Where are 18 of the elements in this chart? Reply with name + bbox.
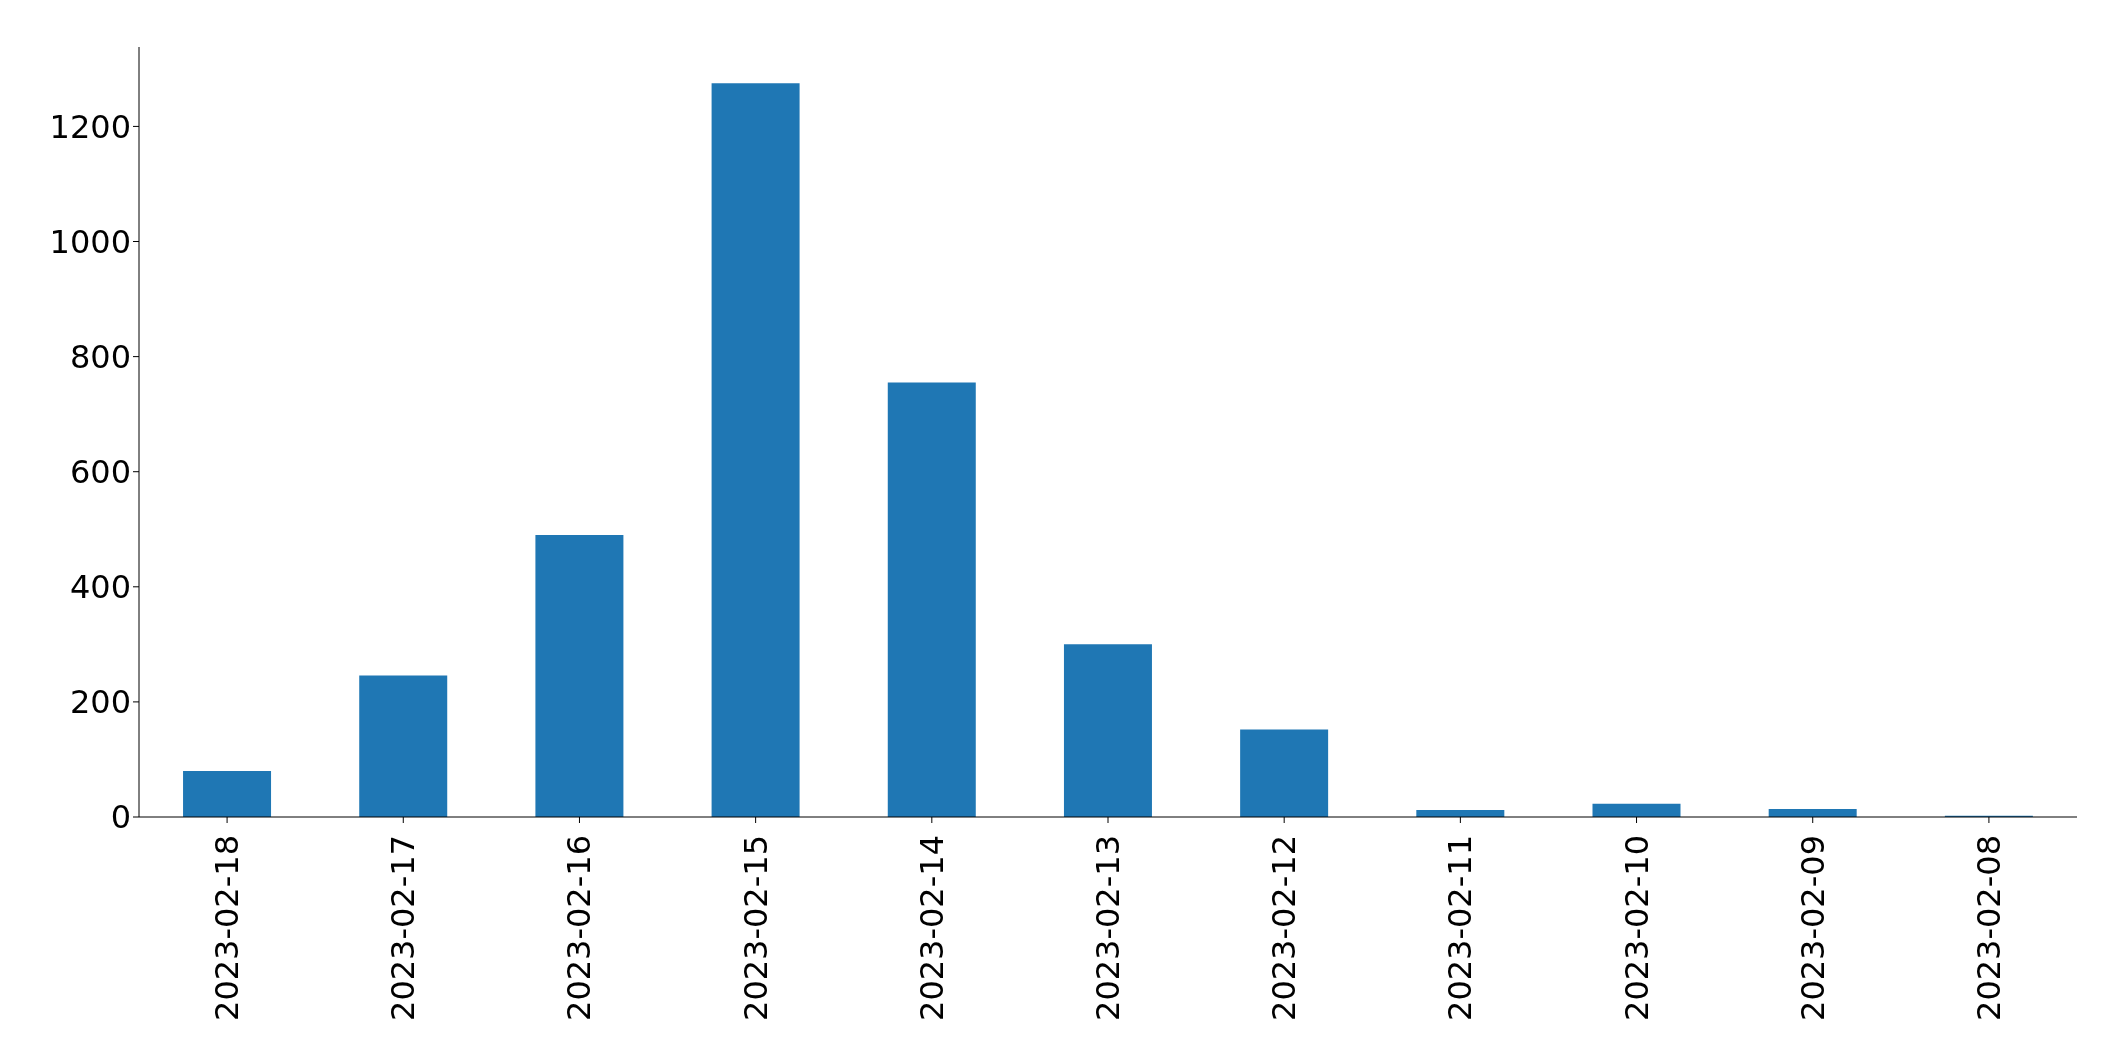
x-tick-label: 2023-02-18 [208, 835, 247, 1021]
x-tick-label: 2023-02-11 [1441, 835, 1480, 1021]
y-tick-label: 0 [110, 798, 131, 837]
x-tick-label: 2023-02-16 [560, 835, 599, 1021]
x-tick-label: 2023-02-12 [1265, 835, 1304, 1021]
y-tick-label: 1200 [49, 107, 131, 146]
x-tick-label: 2023-02-17 [384, 835, 423, 1021]
x-tick-label: 2023-02-08 [1969, 835, 2008, 1021]
x-tick-label: 2023-02-10 [1617, 835, 1656, 1021]
x-tick-label: 2023-02-15 [736, 835, 775, 1021]
x-tick-label: 2023-02-14 [912, 835, 951, 1021]
y-tick-label: 1000 [49, 222, 131, 261]
x-tick-label: 2023-02-09 [1793, 835, 1832, 1021]
y-tick-label: 400 [69, 568, 131, 607]
y-tick-label: 600 [69, 453, 131, 492]
y-tick-label: 200 [69, 683, 131, 722]
y-tick-label: 800 [69, 337, 131, 376]
x-tick-label: 2023-02-13 [1089, 835, 1127, 1021]
